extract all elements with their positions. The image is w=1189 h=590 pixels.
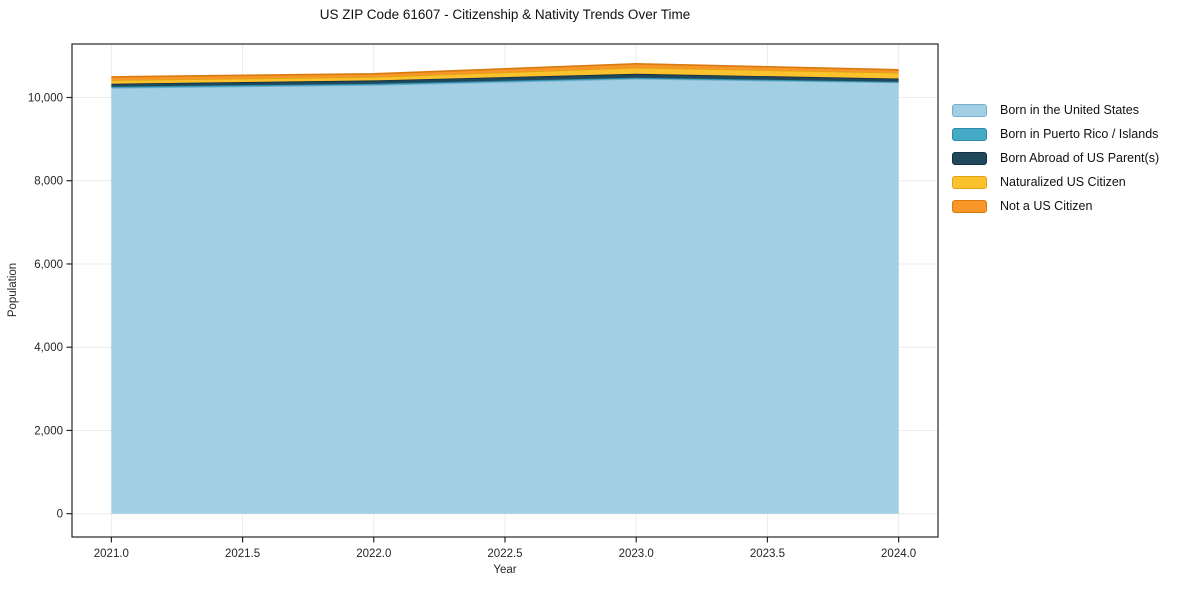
- legend-swatch: [952, 103, 987, 117]
- axes-layer: 2021.0 2021.5 2022.0 2022.5 2023.0 2023.5 2024…: [28, 43, 939, 560]
- area-naturalized-us-citizen: [111, 67, 899, 84]
- area-edge-not-a-us-citizen: [111, 62, 899, 78]
- x-axis-title: Year: [493, 564, 516, 576]
- area-born-in-the-united-states: [111, 78, 899, 514]
- legend-label: Born Abroad of US Parent(s): [1000, 151, 1160, 165]
- legend-item-born-in-puerto-rico-islands: Born in Puerto Rico / Islands: [952, 127, 1159, 141]
- area-born-abroad-of-us-parent-s: [111, 73, 899, 87]
- x-tick-label: 2023.0: [619, 548, 654, 560]
- legend-item-naturalized-us-citizen: Naturalized US Citizen: [952, 175, 1159, 189]
- y-tick-label: 0: [57, 509, 63, 521]
- x-tick-label: 2022.5: [487, 548, 522, 560]
- legend-swatch: [952, 127, 987, 141]
- x-tick-label: 2023.5: [750, 548, 785, 560]
- y-tick-label: 10,000: [28, 92, 63, 104]
- area-born-in-puerto-rico-islands: [111, 77, 899, 88]
- legend: Born in the United States Born in Puerto …: [952, 103, 1159, 213]
- legend-item-born-abroad-of-us-parent-s: Born Abroad of US Parent(s): [952, 151, 1159, 165]
- legend-label: Born in Puerto Rico / Islands: [1000, 127, 1159, 141]
- area-series-layer: [111, 62, 899, 514]
- legend-label: Born in the United States: [1000, 103, 1139, 117]
- area-not-a-us-citizen: [111, 63, 899, 81]
- y-tick-label: 2,000: [34, 425, 63, 437]
- legend-item-born-in-the-united-states: Born in the United States: [952, 103, 1159, 117]
- legend-swatch: [952, 151, 987, 165]
- legend-label: Naturalized US Citizen: [1000, 175, 1126, 189]
- x-tick-label: 2021.5: [225, 548, 260, 560]
- chart-title: US ZIP Code 61607 - Citizenship & Nativi…: [319, 7, 691, 22]
- legend-swatch: [952, 175, 987, 189]
- y-axis-title: Population: [7, 263, 19, 317]
- legend-item-not-a-us-citizen: Not a US Citizen: [952, 199, 1159, 213]
- legend-label: Not a US Citizen: [1000, 199, 1093, 213]
- y-tick-label: 6,000: [34, 259, 63, 271]
- y-tick-label: 8,000: [34, 176, 63, 188]
- x-tick-label: 2024.0: [881, 548, 916, 560]
- y-tick-label: 4,000: [34, 342, 63, 354]
- legend-swatch: [952, 199, 987, 213]
- x-tick-label: 2021.0: [94, 548, 129, 560]
- x-tick-label: 2022.0: [356, 548, 391, 560]
